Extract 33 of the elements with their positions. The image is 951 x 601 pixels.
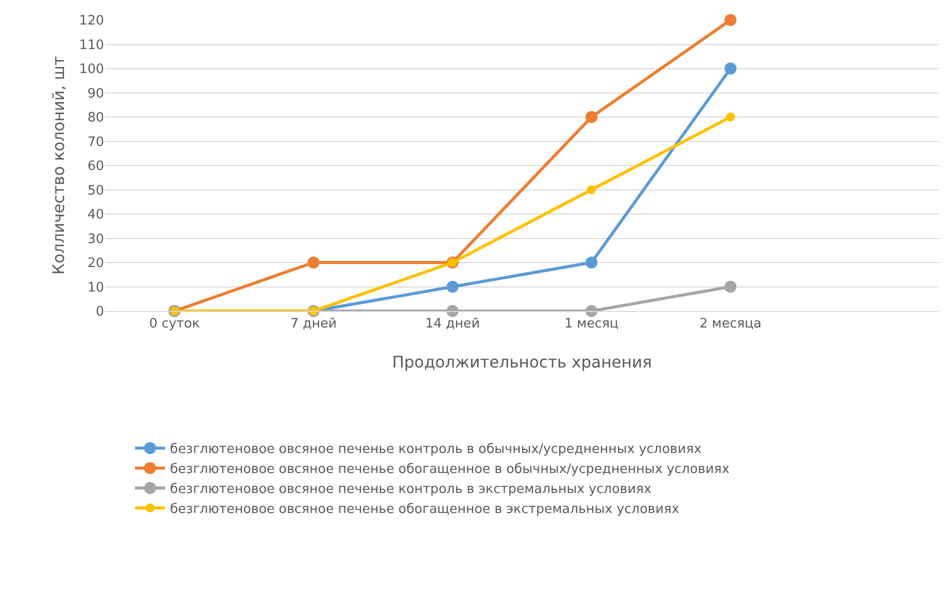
legend-label: безглютеновое овсяное печенье контроль в обычных/усредненных условиях xyxy=(170,442,702,458)
y-tick-label: 100 xyxy=(79,62,104,78)
x-tick-label: 14 дней xyxy=(425,316,480,332)
y-tick-label: 10 xyxy=(87,280,104,296)
point xyxy=(724,14,736,26)
y-tick-label: 120 xyxy=(79,14,104,29)
point xyxy=(724,62,736,74)
y-tick-label: 80 xyxy=(87,110,104,126)
y-tick-label: 60 xyxy=(87,159,104,174)
point xyxy=(587,185,596,194)
y-axis-title: Колличество колоний, шт xyxy=(49,56,68,275)
y-tick-label: 90 xyxy=(87,86,104,102)
y-tick-label: 50 xyxy=(87,183,104,198)
x-tick-label: 0 суток xyxy=(149,316,200,332)
x-tick-label: 2 месяца xyxy=(700,316,762,332)
y-tick-label: 20 xyxy=(87,256,104,272)
x-tick-label: 7 дней xyxy=(290,316,337,332)
y-tick-label: 0 xyxy=(96,304,104,320)
y-tick-label: 30 xyxy=(87,232,104,247)
y-tick-label: 40 xyxy=(87,208,104,223)
point xyxy=(446,280,458,293)
point xyxy=(586,111,598,123)
legend-label: безглютеновое овсяное печенье обогащенное в экстремальных условиях xyxy=(170,502,680,517)
legend-label: безглютеновое овсяное печенье обогащенное в обычных/усредненных условиях xyxy=(170,462,730,478)
point xyxy=(724,280,736,293)
y-tick-label: 70 xyxy=(87,134,104,150)
legend-label: безглютеновое овсяное печенье контроль в экстремальных условиях xyxy=(170,482,652,498)
point xyxy=(726,112,735,122)
x-axis-title: Продолжительность хранения xyxy=(392,352,652,372)
x-tick-label: 1 месяц xyxy=(564,316,619,332)
point xyxy=(308,256,320,268)
y-tick-label: 110 xyxy=(79,38,104,53)
point xyxy=(586,256,598,268)
